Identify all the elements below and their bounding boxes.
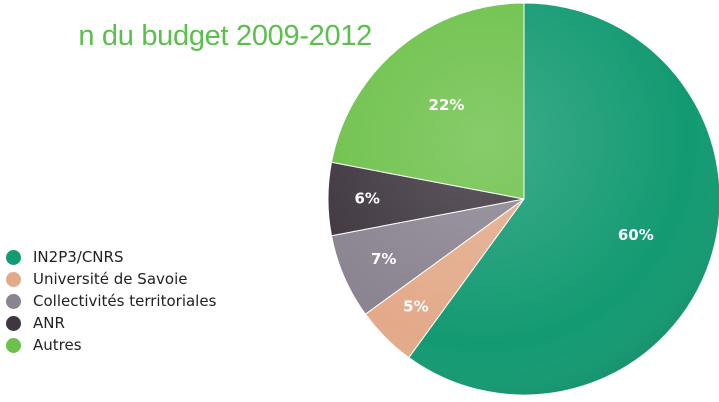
legend-swatch-2 (6, 293, 21, 309)
slice-label-1: 5% (403, 298, 428, 316)
legend-label-2: Collectivités territoriales (33, 292, 217, 310)
legend-label-0: IN2P3/CNRS (33, 248, 124, 266)
slice-label-2: 7% (371, 250, 396, 268)
legend-item-4: Autres (6, 334, 216, 356)
legend-swatch-4 (6, 337, 21, 353)
legend-item-3: ANR (6, 312, 216, 334)
legend-item-2: Collectivités territoriales (6, 290, 216, 312)
legend-swatch-3 (6, 315, 21, 331)
legend-label-4: Autres (33, 336, 82, 354)
chart-title-text: n du budget 2009-2012 (78, 20, 372, 52)
legend-item-0: IN2P3/CNRS (6, 246, 216, 268)
chart-title: n du budget 2009-2012 (0, 20, 380, 60)
legend-label-3: ANR (33, 314, 65, 332)
legend: IN2P3/CNRS Université de Savoie Collectivi… (6, 246, 216, 356)
slice-label-3: 6% (354, 190, 379, 208)
legend-swatch-0 (6, 249, 21, 265)
slice-label-4: 22% (429, 96, 465, 114)
slice-label-0: 60% (618, 226, 654, 244)
legend-swatch-1 (6, 271, 21, 287)
legend-item-1: Université de Savoie (6, 268, 216, 290)
legend-label-1: Université de Savoie (33, 270, 188, 288)
